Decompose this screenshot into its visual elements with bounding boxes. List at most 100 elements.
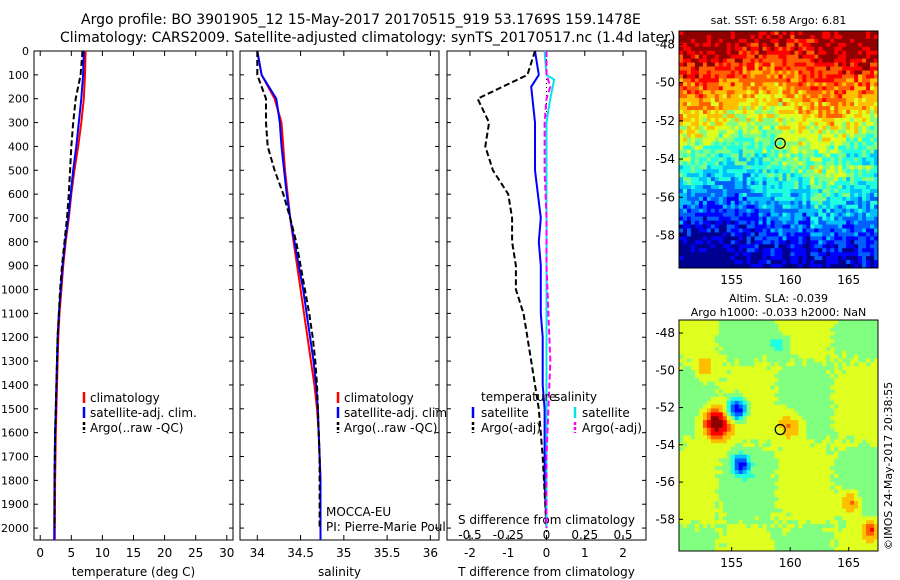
heatmap-cell [818, 185, 823, 190]
heatmap-cell [862, 165, 867, 170]
heatmap-cell [742, 70, 748, 75]
heatmap-cell [834, 366, 839, 371]
heatmap-cell [690, 377, 696, 382]
heatmap-cell [679, 54, 684, 60]
heatmap-cell [762, 427, 767, 433]
heatmap-cell [778, 248, 783, 253]
heatmap-cell [786, 90, 791, 95]
heatmap-cell [794, 327, 799, 332]
heatmap-cell [830, 320, 835, 325]
heatmap-cell [730, 200, 736, 206]
heatmap-cell [742, 400, 748, 406]
heatmap-cell [798, 145, 803, 150]
heatmap-cell [750, 94, 756, 99]
heatmap-cell [726, 385, 732, 390]
heatmap-cell [758, 181, 763, 186]
heatmap-cell [822, 362, 827, 367]
heatmap-cell [694, 354, 700, 359]
heatmap-cell [830, 389, 835, 394]
heatmap-cell [870, 117, 875, 123]
heatmap-cell [786, 350, 791, 356]
heatmap-cell [830, 228, 835, 233]
heatmap-cell [714, 54, 720, 60]
heatmap-cell [742, 236, 748, 241]
heatmap-cell [722, 90, 728, 95]
heatmap-cell [866, 192, 871, 198]
heatmap-cell [762, 38, 767, 44]
heatmap-cell [834, 74, 839, 79]
heatmap-cell [734, 385, 740, 390]
heatmap-cell [754, 447, 759, 452]
heatmap-cell [874, 393, 879, 398]
heatmap-cell [754, 125, 759, 131]
heatmap-cell [746, 204, 752, 210]
heatmap-cell [778, 404, 783, 409]
heatmap-cell [782, 145, 787, 150]
heatmap-cell [838, 240, 843, 245]
heatmap-cell [798, 113, 803, 119]
heatmap-cell [714, 236, 720, 241]
heatmap-cell [774, 362, 779, 367]
heatmap-cell [834, 264, 839, 269]
heatmap-cell [826, 86, 831, 91]
heatmap-cell [822, 133, 827, 139]
heatmap-cell [806, 236, 811, 241]
heatmap-cell [686, 196, 692, 202]
heatmap-cell [746, 82, 752, 87]
heatmap-cell [802, 98, 807, 103]
heatmap-cell [826, 137, 831, 142]
heatmap-cell [686, 320, 692, 325]
heatmap-cell [686, 385, 692, 390]
heatmap-cell [682, 331, 688, 336]
heatmap-cell [694, 252, 700, 257]
heatmap-cell [806, 260, 811, 265]
heatmap-cell [874, 90, 879, 95]
heatmap-cell [786, 423, 791, 429]
heatmap-cell [698, 320, 704, 325]
heatmap-cell [806, 264, 811, 269]
heatmap-cell [722, 389, 728, 394]
heatmap-cell [826, 420, 831, 425]
heatmap-cell [830, 177, 835, 182]
heatmap-cell [794, 439, 799, 444]
heatmap-cell [870, 385, 875, 390]
heatmap-cell [850, 66, 855, 71]
series-line [530, 50, 548, 529]
heatmap-cell [842, 331, 847, 336]
heatmap-cell [874, 350, 879, 356]
heatmap-cell [842, 110, 847, 115]
heatmap-cell [806, 443, 811, 448]
heatmap-cell [706, 358, 712, 363]
heatmap-cell [722, 320, 728, 325]
heatmap-cell [750, 435, 756, 440]
heatmap-cell [870, 381, 875, 386]
heatmap-cell [758, 408, 763, 413]
heatmap-cell [870, 389, 875, 394]
heatmap-cell [722, 42, 728, 48]
heatmap-cell [738, 381, 744, 386]
heatmap-cell [838, 50, 843, 56]
heatmap-cell [838, 443, 843, 448]
heatmap-cell [718, 343, 724, 348]
x-tick-label: 2 [619, 546, 627, 560]
heatmap-cell [730, 354, 736, 359]
heatmap-cell [694, 346, 700, 352]
heatmap-cell [726, 450, 732, 456]
heatmap-cell [814, 141, 819, 146]
heatmap-cell [854, 98, 859, 103]
heatmap-cell [830, 165, 835, 170]
heatmap-cell [738, 427, 744, 433]
heatmap-cell [862, 121, 867, 127]
heatmap-cell [826, 129, 831, 135]
heatmap-cell [830, 200, 835, 206]
heatmap-cell [874, 86, 879, 91]
heatmap-cell [679, 137, 684, 142]
heatmap-cell [718, 165, 724, 170]
heatmap-cell [814, 412, 819, 417]
heatmap-cell [698, 177, 704, 182]
heatmap-cell [679, 393, 684, 398]
heatmap-cell [734, 224, 740, 229]
heatmap-cell [786, 264, 791, 269]
heatmap-cell [850, 189, 855, 194]
heatmap-cell [710, 66, 716, 71]
